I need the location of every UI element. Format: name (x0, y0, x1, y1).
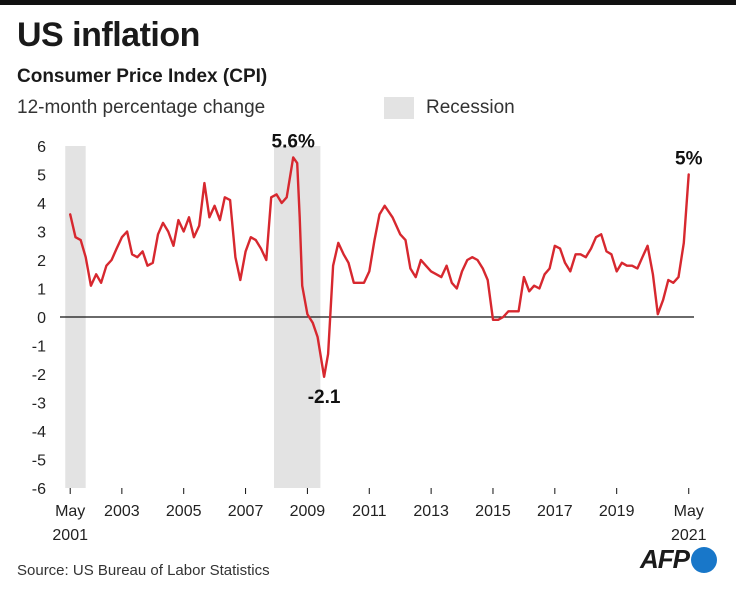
y-tick-label: 6 (37, 139, 46, 156)
y-tick-label: 5 (37, 168, 46, 185)
x-tick-label: 2007 (228, 503, 264, 520)
x-tick-label: 2017 (537, 503, 573, 520)
unit-label: 12-month percentage change (17, 97, 266, 118)
annotation-label: 5.6% (272, 131, 315, 152)
y-tick-label: -1 (32, 339, 46, 356)
x-tick-label: 2019 (599, 503, 635, 520)
x-tick-label-year: 2021 (671, 527, 707, 544)
y-tick-label: 3 (37, 225, 46, 242)
annotation-label: 5% (675, 149, 703, 170)
x-tick-label: 2009 (290, 503, 326, 520)
y-tick-label: 0 (37, 310, 46, 327)
x-tick-label: 2005 (166, 503, 202, 520)
legend-recession-swatch (384, 97, 414, 119)
source-note: Source: US Bureau of Labor Statistics (17, 562, 270, 579)
chart-title: US inflation (17, 16, 200, 54)
x-tick-label-year: 2001 (52, 527, 88, 544)
x-tick-label: 2013 (413, 503, 449, 520)
x-tick-label: 2011 (352, 503, 387, 520)
x-tick-label: May (55, 503, 85, 520)
legend: Recession (384, 97, 515, 119)
y-tick-label: 4 (37, 196, 46, 213)
afp-logo-text: AFP (640, 544, 690, 574)
legend-recession-label: Recession (426, 97, 515, 118)
chart-subtitle: Consumer Price Index (CPI) (17, 66, 268, 87)
y-tick-label: -3 (32, 396, 46, 413)
cpi-line-chart: 6 5 4 3 2 1 0 -1 -2 -3 -4 -5 -6 May 2001 2003 2005 2007 20… (32, 131, 707, 544)
x-tick-label: May (674, 503, 704, 520)
annotation-label: -2.1 (308, 387, 341, 408)
afp-logo-dot (691, 546, 717, 573)
y-tick-label: -4 (32, 424, 46, 441)
afp-logo: AFP (640, 544, 717, 575)
y-tick-label: 2 (37, 253, 46, 270)
y-tick-label: -2 (32, 367, 46, 384)
y-tick-label: 1 (37, 282, 46, 299)
x-tick-label: 2003 (104, 503, 140, 520)
top-rule (0, 0, 736, 5)
y-tick-label: -6 (32, 481, 46, 498)
x-tick-label: 2015 (475, 503, 511, 520)
y-tick-label: -5 (32, 453, 46, 470)
cpi-series-line (68, 156, 690, 379)
